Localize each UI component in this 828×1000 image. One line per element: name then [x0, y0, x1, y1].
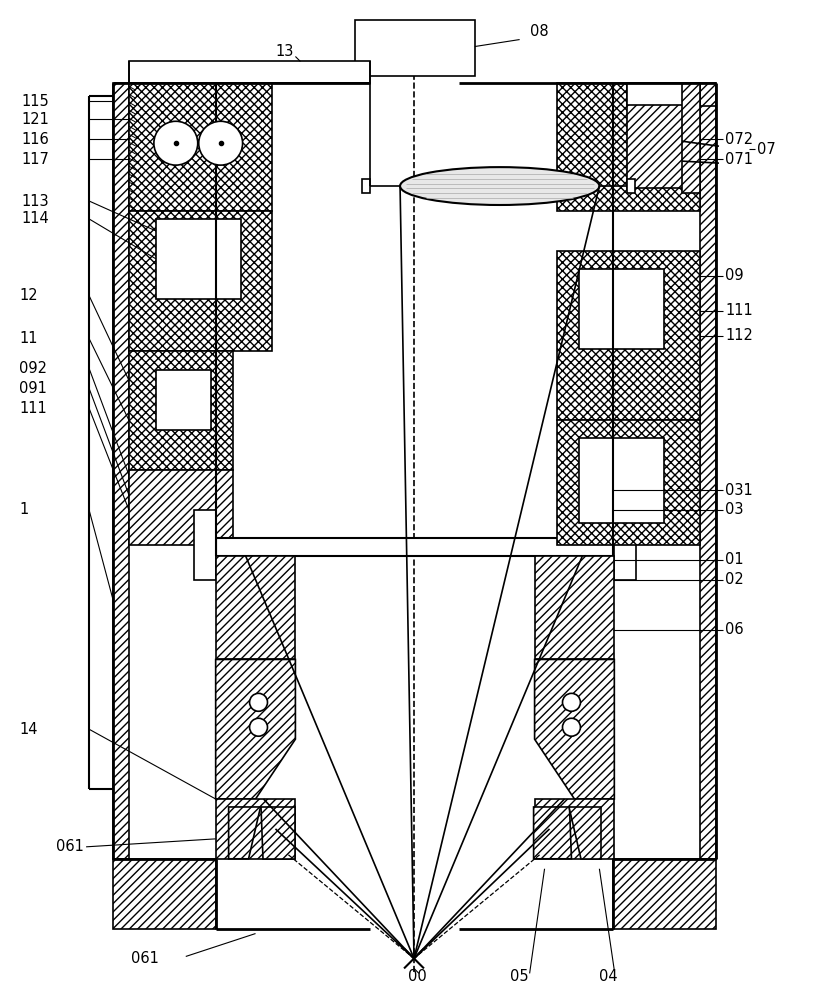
Text: 09: 09 [724, 268, 743, 283]
Bar [215, 799, 295, 859]
Bar [556, 251, 699, 420]
Polygon shape [215, 659, 295, 799]
Text: 11: 11 [19, 331, 38, 346]
Ellipse shape [400, 167, 599, 205]
Polygon shape [533, 807, 570, 859]
Text: 117: 117 [22, 152, 49, 167]
Bar [362, 179, 370, 193]
Text: 092: 092 [19, 361, 47, 376]
Text: 091: 091 [19, 381, 47, 396]
Bar [613, 859, 715, 929]
Text: 05: 05 [509, 969, 527, 984]
Bar [156, 219, 240, 299]
Bar [627, 179, 634, 193]
Bar [699, 83, 715, 859]
Text: 072: 072 [724, 132, 752, 147]
Polygon shape [229, 807, 260, 859]
Bar [534, 556, 614, 659]
Bar [215, 556, 295, 659]
Bar [579, 438, 663, 523]
Text: 12: 12 [19, 288, 38, 303]
Polygon shape [534, 659, 614, 799]
Circle shape [154, 121, 198, 165]
Polygon shape [569, 807, 600, 859]
Text: 03: 03 [724, 502, 743, 517]
Text: 113: 113 [22, 194, 49, 209]
Bar [129, 211, 272, 351]
Text: 071: 071 [724, 152, 752, 167]
Bar [681, 83, 699, 193]
Bar [627, 83, 699, 188]
Bar [113, 83, 129, 859]
Text: 08: 08 [529, 24, 547, 39]
Text: 14: 14 [19, 722, 38, 737]
Bar [614, 510, 635, 580]
Bar [129, 61, 370, 83]
Text: 116: 116 [22, 132, 49, 147]
Bar [194, 510, 215, 580]
Text: 04: 04 [599, 969, 617, 984]
Text: 07: 07 [756, 142, 775, 157]
Circle shape [562, 718, 580, 736]
Circle shape [249, 693, 267, 711]
Text: 111: 111 [19, 401, 47, 416]
Text: 112: 112 [724, 328, 752, 343]
Text: 02: 02 [724, 572, 743, 587]
Circle shape [562, 693, 580, 711]
Bar [534, 799, 614, 859]
Circle shape [249, 718, 267, 736]
Text: 114: 114 [22, 211, 49, 226]
Text: 13: 13 [275, 44, 293, 59]
Bar [579, 269, 663, 349]
Bar [113, 859, 215, 929]
Bar [627, 83, 699, 105]
Polygon shape [260, 807, 295, 859]
Bar [129, 470, 233, 545]
Text: 06: 06 [724, 622, 743, 637]
Text: 061: 061 [131, 951, 159, 966]
Text: 00: 00 [407, 969, 426, 984]
Bar [129, 83, 272, 211]
Bar [129, 351, 233, 470]
Bar [556, 420, 699, 545]
Bar [556, 83, 699, 211]
Text: 121: 121 [22, 112, 49, 127]
Text: 1: 1 [19, 502, 28, 517]
Text: 031: 031 [724, 483, 752, 498]
Bar [156, 370, 210, 430]
Text: 01: 01 [724, 552, 743, 567]
Circle shape [199, 121, 243, 165]
Bar [215, 538, 614, 556]
Text: 115: 115 [22, 94, 49, 109]
Bar [354, 20, 474, 76]
Text: 061: 061 [56, 839, 84, 854]
Text: 111: 111 [724, 303, 752, 318]
